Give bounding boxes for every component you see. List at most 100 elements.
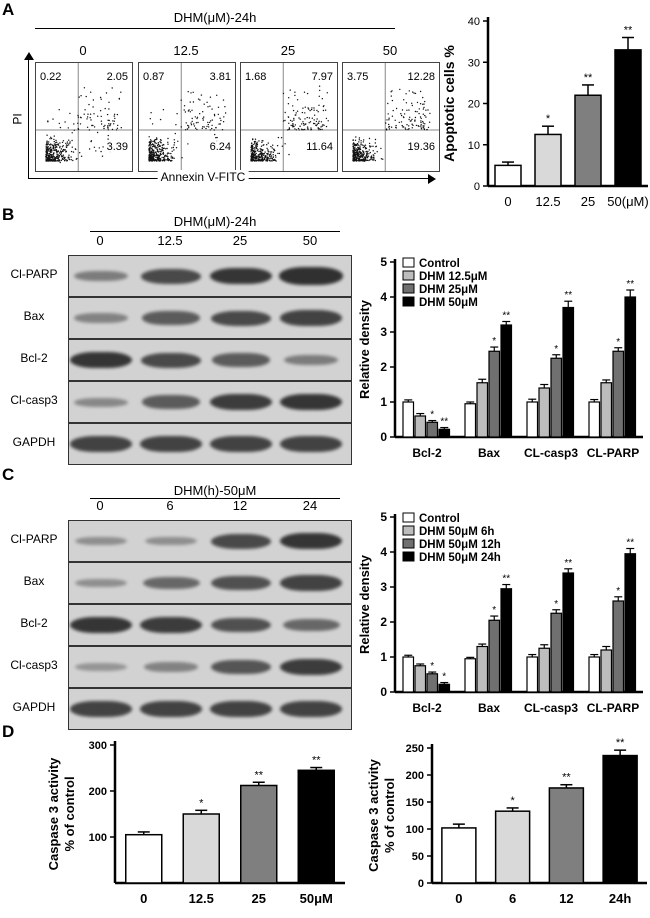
blot-band [74, 578, 128, 588]
y-tick-label: 0 [474, 181, 480, 193]
x-tick-label: 6 [509, 891, 516, 906]
flow-upper-right-value: 12.28 [407, 71, 435, 83]
blot-row-label: Cl-casp3 [10, 393, 58, 407]
blot-row [68, 297, 352, 339]
caspase-activity-time-chart: 0 50 100 150 200 250 0 * 6 ** 12 ** 24h Caspase 3 act… [366, 737, 647, 906]
x-tick-label: Bcl-2 [412, 446, 442, 460]
bar [402, 656, 415, 693]
blot-band [143, 662, 199, 672]
x-tick-label: 25 [252, 891, 266, 906]
blot-lane-label: 12.5 [157, 233, 183, 248]
blot-band [210, 310, 272, 326]
flow-x-arrowhead [428, 174, 436, 184]
bar [500, 324, 513, 438]
panel-b-header: DHM(μM)-24h [173, 214, 257, 229]
y-tick-label: 5 [380, 510, 387, 524]
x-tick-label: 0 [455, 891, 462, 906]
flow-upper-left-value: 3.75 [347, 71, 369, 83]
flow-lower-right-value: 6.24 [209, 141, 231, 153]
blot-band [69, 351, 133, 369]
panel-a-letter: A [2, 0, 15, 19]
blot-row [68, 255, 352, 297]
blot-band [211, 660, 271, 674]
y-tick-label: 20 [468, 99, 480, 111]
significance-mark: ** [440, 417, 448, 428]
y-tick-label: 4 [380, 290, 387, 304]
blot-row [68, 604, 352, 646]
blot-band [282, 619, 340, 631]
significance-mark: ** [626, 538, 634, 549]
blot-band [74, 397, 128, 407]
flow-lower-right-value: 11.64 [306, 141, 333, 153]
blot-band [210, 533, 272, 549]
legend-swatch [402, 525, 415, 536]
flow-lower-right-value: 3.39 [106, 141, 128, 153]
bar [441, 827, 477, 884]
x-tick-label: Bax [478, 446, 500, 460]
blot-band [73, 270, 129, 282]
bar [612, 600, 625, 693]
blot-row [68, 562, 352, 604]
flow-y-arrow [28, 58, 29, 178]
bar [414, 415, 427, 438]
blot-lane-label: 24 [302, 498, 318, 513]
significance-mark: ** [624, 25, 633, 37]
y-tick-label: 0 [418, 878, 424, 890]
y-tick-label: 200 [406, 770, 424, 782]
blot-band [141, 395, 201, 409]
bar [588, 401, 601, 438]
bar [538, 387, 551, 438]
blot-band [140, 616, 202, 634]
y-tick-label: 40 [468, 16, 480, 28]
y-tick-label: 0 [380, 430, 387, 444]
blot-row-label: GAPDH [12, 435, 56, 449]
bar [464, 403, 477, 438]
x-tick-label: 12.5 [189, 891, 214, 906]
flow-y-arrowhead [24, 52, 34, 60]
significance-mark: * [492, 336, 496, 347]
blot-band [279, 393, 343, 411]
blot-band [73, 313, 129, 323]
significance-mark: ** [502, 574, 510, 585]
bar [600, 382, 613, 438]
flow-upper-right-value: 2.05 [106, 71, 128, 83]
blot-band [279, 267, 343, 285]
y-tick-label: 300 [89, 740, 107, 752]
blot-band [280, 701, 342, 717]
significance-mark: * [546, 113, 551, 125]
bar [574, 94, 602, 187]
significance-mark: * [616, 337, 620, 348]
legend-label: Control [419, 258, 460, 270]
bar [494, 810, 531, 884]
blot-band [279, 532, 343, 550]
blot-lane-label: 0 [96, 233, 104, 248]
bar [588, 656, 601, 693]
bar [526, 656, 539, 693]
y-axis-label: Relative density [357, 299, 372, 399]
blot-band [144, 536, 198, 546]
y-tick-label: 150 [406, 797, 424, 809]
blot-row [68, 688, 352, 730]
legend-label: DHM 50μM [419, 297, 478, 309]
y-tick-label: 1 [380, 650, 387, 664]
y-tick-label: 10 [468, 140, 480, 152]
x-tick-label: 24h [609, 891, 631, 906]
blot-band [69, 616, 133, 634]
significance-mark: ** [312, 755, 321, 767]
bar [488, 619, 501, 693]
flow-x-label: Annexin V-FITC [157, 170, 249, 184]
blot-band [211, 617, 271, 633]
significance-mark: * [442, 672, 446, 683]
panel-c-header-line [90, 498, 340, 499]
bar [624, 296, 637, 438]
significance-mark: ** [626, 279, 634, 290]
significance-mark: ** [254, 769, 263, 781]
legend-label: DHM 25μM [419, 284, 478, 296]
blot-row-label: Bax [23, 574, 45, 588]
bar [426, 421, 439, 438]
blot-row-label: Cl-casp3 [10, 658, 58, 672]
flow-lower-right-value: 19.36 [407, 141, 435, 153]
y-tick-label: 1 [380, 395, 387, 409]
blot-row-label: Bcl-2 [20, 351, 48, 365]
